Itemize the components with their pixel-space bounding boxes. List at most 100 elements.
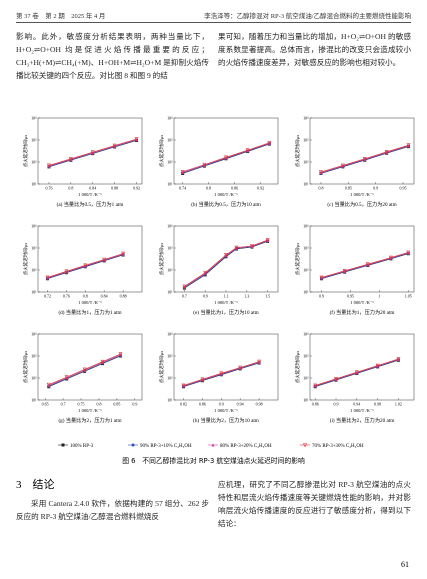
panel-caption: (c) 当量比为0.5，压力为20 atm — [327, 200, 396, 208]
y-tick-label: 10¹ — [303, 398, 309, 403]
x-tick-label: 1.05 — [405, 294, 412, 299]
marker — [113, 144, 117, 148]
x-tick-label: 0.72 — [44, 294, 51, 299]
y-tick-label: 10⁴ — [167, 224, 173, 229]
legend-label: 70% RP-3+30% C₂H₅OH — [312, 444, 364, 449]
panel-caption: (i) 当量比为2，压力为20 atm — [330, 416, 395, 424]
marker — [406, 143, 411, 148]
x-tick-label: 0.86 — [199, 402, 206, 407]
marker — [396, 357, 401, 362]
figure-caption: 图 6 不同乙醇掺混比对 RP-3 航空煤油点火延迟时间的影响 — [122, 457, 305, 465]
marker — [340, 163, 345, 168]
plot-frame — [37, 117, 143, 185]
figure: 10¹ 10² 10³ 10⁴ 0.76 0.8 0.84 0.88 0.92 1 000/T /… — [22, 116, 415, 449]
y-tick-label: 10¹ — [31, 290, 37, 295]
marker — [224, 253, 228, 257]
x-axis-label: 1 000/T /K⁻¹ — [350, 300, 374, 305]
x-tick-label: 0.84 — [89, 186, 96, 191]
x-tick-label: 0.8 — [318, 186, 323, 191]
x-tick-label: 0.65 — [42, 402, 49, 407]
marker — [46, 382, 51, 388]
page-number: 61 — [401, 560, 409, 569]
x-tick-label: 0.98 — [256, 402, 263, 407]
marker — [101, 360, 105, 364]
marker — [320, 276, 324, 280]
panel-caption: (g) 当量比为2，压力为1 atm — [58, 416, 121, 424]
series-line — [320, 144, 409, 173]
x-tick-label: 0.76 — [45, 186, 52, 191]
x-tick-label: 0.92 — [133, 186, 140, 191]
marker — [224, 156, 228, 160]
marker — [83, 264, 87, 268]
panel-caption: (b) 当量比为0.5，压力为10 atm — [191, 200, 261, 208]
marker — [134, 137, 139, 142]
y-tick-label: 10¹ — [167, 398, 173, 403]
x-tick-label: 0.84 — [101, 294, 108, 299]
y-tick-label: 10⁴ — [303, 332, 309, 337]
x-tick-label: 0.9 — [219, 402, 224, 407]
x-tick-label: 0.9 — [334, 402, 339, 407]
y-tick-label: 10¹ — [303, 290, 309, 295]
x-tick-label: 0.85 — [345, 186, 352, 191]
marker — [64, 269, 69, 274]
marker — [61, 443, 65, 447]
marker — [202, 162, 207, 168]
marker — [118, 352, 122, 357]
plot-frame — [309, 225, 415, 293]
y-tick-label: 10³ — [167, 354, 173, 359]
marker — [224, 155, 228, 160]
marker — [83, 368, 87, 372]
marker — [319, 275, 324, 280]
y-axis-label: 点火延迟时间/μs — [158, 243, 165, 276]
marker — [407, 143, 411, 148]
marker — [200, 377, 205, 382]
marker — [68, 156, 73, 162]
y-tick-label: 10⁴ — [303, 224, 309, 229]
x-axis-label: 1 000/T /K⁻¹ — [78, 300, 102, 305]
series-line — [48, 138, 137, 166]
y-tick-label: 10³ — [31, 138, 37, 143]
plot-frame — [37, 225, 143, 293]
x-tick-label: 0.9 — [373, 186, 378, 191]
plot-frame — [173, 225, 279, 293]
marker — [388, 255, 393, 261]
x-tick-label: 0.85 — [113, 402, 120, 407]
marker — [234, 245, 239, 251]
marker — [47, 164, 51, 168]
y-tick-label: 10⁴ — [31, 332, 37, 337]
intro-left: 影响。此外，敏感度分析结果表明，两种当量比下，H+O₂⇌O+OH 均是促进火焰传… — [16, 32, 209, 80]
marker — [354, 370, 359, 375]
marker — [91, 150, 95, 155]
plot-frame — [309, 117, 415, 185]
y-axis-label: 点火延迟时间/μs — [22, 351, 29, 384]
x-axis-label: 1 000/T /K⁻¹ — [214, 408, 238, 413]
marker — [203, 271, 207, 275]
marker — [385, 150, 389, 154]
panel-caption: (d) 当量比为1，压力为1 atm — [58, 308, 121, 316]
x-tick-label: 0.7 — [182, 294, 187, 299]
marker — [313, 384, 317, 388]
y-tick-label: 10² — [303, 160, 309, 165]
header-left: 第 37 卷 第 2 期 2025 年 4 月 — [16, 13, 106, 20]
marker — [238, 365, 243, 371]
y-axis-label: 点火延迟时间/μs — [158, 351, 165, 384]
x-tick-label: 1.1 — [224, 294, 229, 299]
marker — [83, 263, 88, 268]
series-line — [321, 252, 409, 278]
marker — [69, 157, 73, 161]
x-tick-label: 1.3 — [244, 294, 249, 299]
x-tick-label: 0.75 — [78, 402, 85, 407]
y-tick-label: 10¹ — [31, 398, 37, 403]
plot-frame — [309, 333, 415, 401]
marker — [245, 148, 250, 153]
y-tick-label: 10³ — [303, 138, 309, 143]
plot-frame — [173, 333, 279, 401]
marker — [250, 244, 254, 249]
intro-right: 果可知，随着压力和当量比的增加，H+O₂⇌O+OH 的敏感度系数显著提高。总体而… — [218, 32, 411, 67]
x-tick-label: 0.92 — [257, 186, 264, 191]
x-tick-label: 1.02 — [395, 402, 402, 407]
marker — [47, 383, 51, 387]
x-tick-label: 0.94 — [353, 402, 360, 407]
y-tick-label: 10³ — [303, 354, 309, 359]
x-tick-label: 1.5 — [265, 294, 270, 299]
